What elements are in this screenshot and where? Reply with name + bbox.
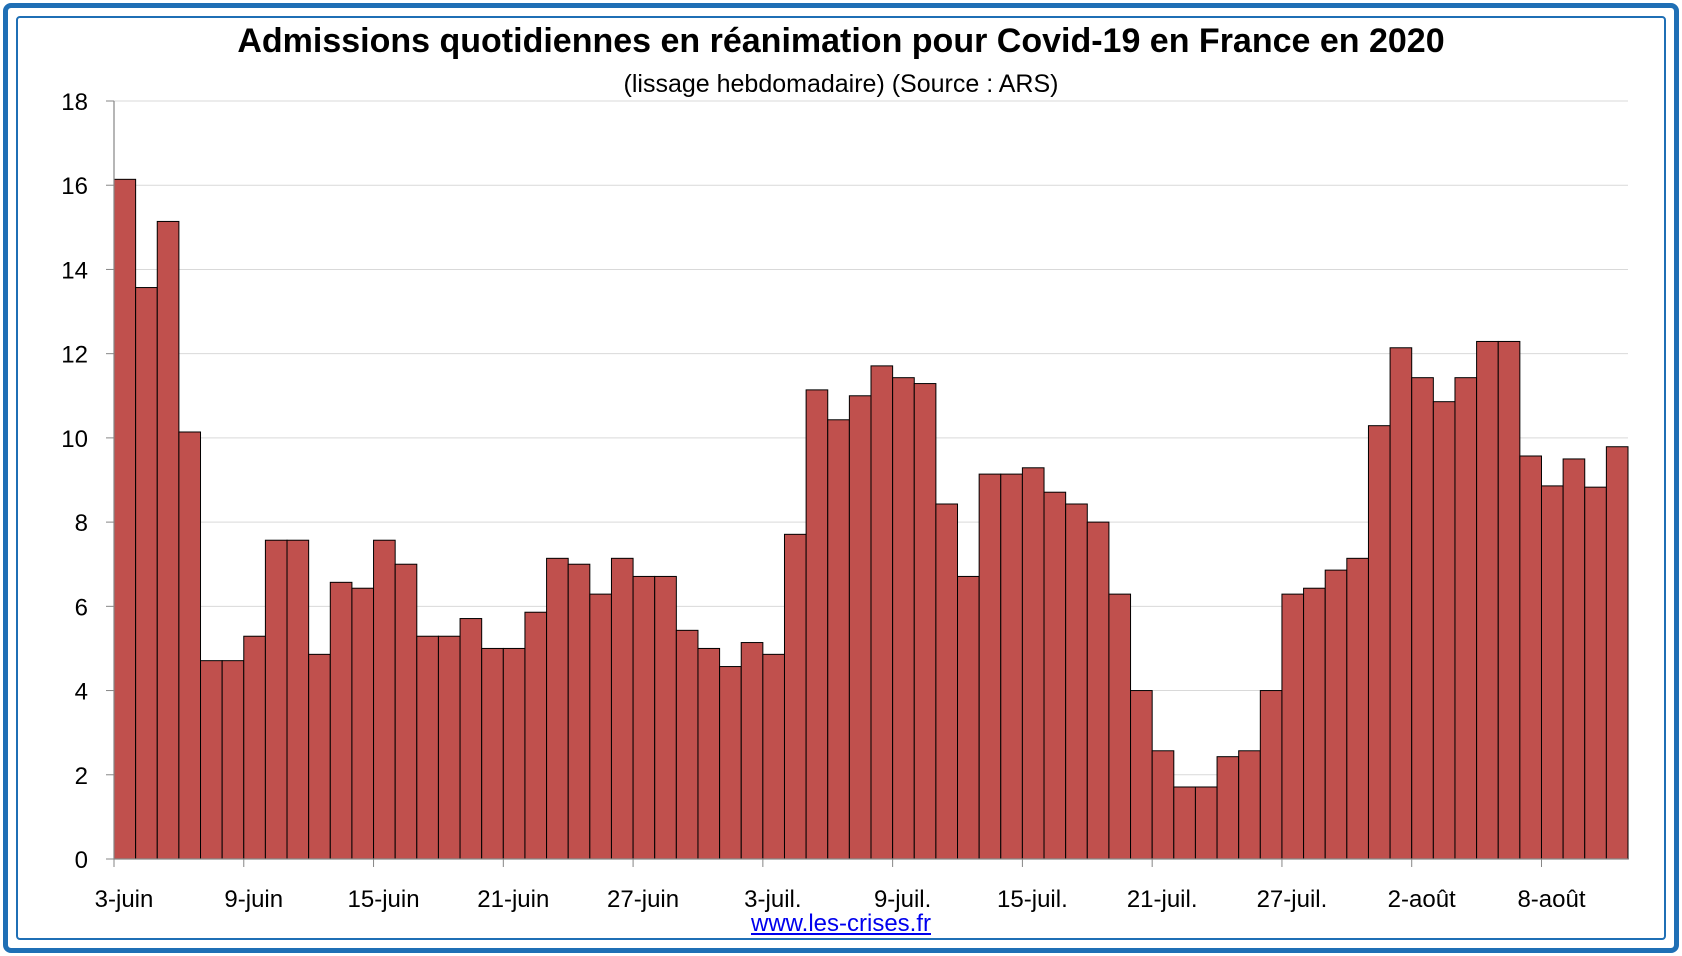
bar [1259, 690, 1283, 860]
y-tick-label: 6 [75, 594, 88, 621]
bar [1000, 473, 1023, 860]
bar [156, 220, 180, 860]
bar [1216, 756, 1240, 860]
bar [502, 647, 526, 860]
bar [1130, 690, 1153, 860]
bar [1584, 486, 1607, 860]
bar [221, 660, 245, 860]
x-tick-label: 15-juin [348, 886, 420, 913]
bar [1367, 425, 1391, 860]
bar [308, 653, 331, 860]
bar [524, 611, 548, 860]
bar [264, 539, 288, 860]
bar [1540, 485, 1564, 860]
x-tick-label: 3-juil. [744, 886, 801, 913]
y-tick-label: 16 [61, 173, 88, 200]
bar [805, 389, 829, 860]
y-tick-label: 12 [61, 342, 88, 369]
bar [675, 629, 699, 860]
bar [1562, 458, 1586, 860]
y-tick-label: 0 [75, 847, 88, 874]
x-tick-label: 27-juil. [1257, 886, 1328, 913]
bar [567, 563, 591, 860]
bar [892, 377, 915, 860]
bar [329, 581, 353, 860]
chart-title: Admissions quotidiennes en réanimation p… [237, 22, 1445, 60]
bar [243, 635, 266, 860]
bar [1454, 377, 1478, 860]
bar [740, 642, 764, 860]
x-tick-label: 9-juil. [874, 886, 931, 913]
bar [719, 666, 742, 860]
bar [1281, 593, 1305, 860]
y-tick-label: 2 [75, 763, 88, 790]
bar [610, 557, 634, 860]
x-tick-label: 8-août [1517, 886, 1585, 913]
bar [200, 660, 223, 860]
source-link[interactable]: www.les-crises.fr [750, 910, 931, 937]
bar [589, 593, 612, 860]
bar [113, 178, 137, 860]
x-tick-label: 9-juin [224, 886, 283, 913]
bar [416, 635, 439, 860]
bar [1389, 347, 1413, 860]
bar [178, 431, 202, 860]
bar [135, 287, 158, 860]
bar [978, 473, 1002, 860]
bar [1194, 786, 1218, 860]
bar [1303, 587, 1326, 860]
y-tick-label: 14 [61, 257, 88, 284]
bar [1519, 455, 1542, 860]
bar [1476, 340, 1499, 860]
bar [913, 383, 937, 860]
bar [935, 503, 959, 860]
bar [783, 533, 807, 860]
bar [1497, 340, 1521, 860]
y-tick-label: 18 [61, 89, 88, 116]
bar [481, 647, 504, 860]
bar [654, 575, 677, 860]
bar [1173, 786, 1196, 860]
bar [1043, 491, 1067, 860]
bar [1021, 467, 1045, 860]
bar [957, 575, 980, 860]
bar [632, 575, 656, 860]
bar [1238, 750, 1261, 860]
bar [1108, 593, 1132, 860]
bar [373, 539, 396, 860]
x-tick-label: 27-juin [607, 886, 679, 913]
bar [1432, 401, 1456, 860]
bar [286, 539, 310, 860]
x-tick-label: 2-août [1388, 886, 1456, 913]
bar [1411, 377, 1434, 860]
y-tick-label: 10 [61, 426, 88, 453]
bar [1065, 503, 1088, 860]
bar [1346, 557, 1369, 860]
x-tick-label: 15-juil. [997, 886, 1068, 913]
bar [1605, 446, 1629, 860]
bar [827, 419, 850, 860]
chart-subtitle: (lissage hebdomadaire) (Source : ARS) [623, 70, 1059, 98]
bar [437, 635, 461, 860]
chart-inner-border [16, 16, 1666, 940]
bar [1151, 750, 1175, 860]
bar [1086, 521, 1110, 860]
bar [459, 618, 483, 860]
x-tick-label: 3-juin [95, 886, 154, 913]
bar [848, 395, 872, 860]
bar [394, 563, 418, 860]
y-tick-label: 8 [75, 510, 88, 537]
y-tick-label: 4 [75, 679, 88, 706]
x-tick-label: 21-juil. [1127, 886, 1198, 913]
bar [351, 587, 375, 860]
bar [546, 557, 569, 860]
bar [762, 653, 785, 860]
bar [1324, 569, 1348, 860]
x-tick-label: 21-juin [477, 886, 549, 913]
bar [697, 647, 721, 860]
bar [870, 365, 894, 860]
